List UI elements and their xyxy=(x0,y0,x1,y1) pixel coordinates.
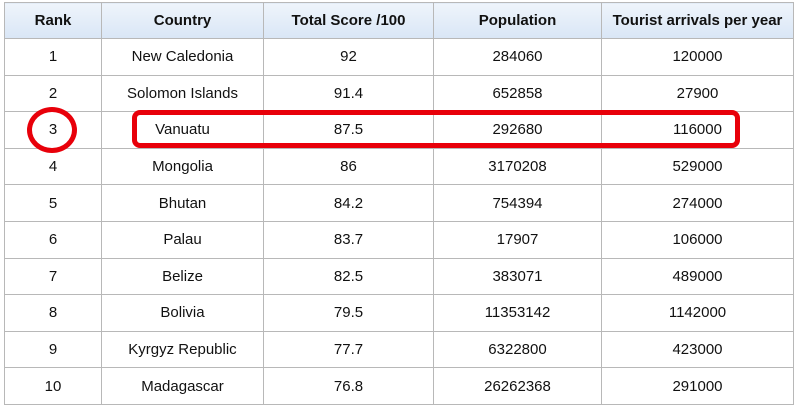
cell-tourist-arrivals: 529000 xyxy=(601,147,794,186)
table-row: 1 New Caledonia 92 284060 120000 xyxy=(4,38,794,76)
cell-population: 652858 xyxy=(433,74,602,113)
cell-population: 26262368 xyxy=(433,367,602,405)
cell-tourist-arrivals: 274000 xyxy=(601,184,794,222)
cell-rank: 10 xyxy=(4,367,102,405)
cell-rank: 1 xyxy=(4,38,102,76)
cell-score: 91.4 xyxy=(263,74,434,113)
table-row: 10 Madagascar 76.8 26262368 291000 xyxy=(4,367,794,405)
cell-tourist-arrivals: 423000 xyxy=(601,330,794,369)
table-row: 6 Palau 83.7 17907 106000 xyxy=(4,220,794,259)
cell-population: 292680 xyxy=(433,111,602,149)
cell-rank: 2 xyxy=(4,74,102,113)
header-population: Population xyxy=(433,2,602,39)
cell-population: 17907 xyxy=(433,220,602,259)
cell-rank: 8 xyxy=(4,294,102,332)
cell-tourist-arrivals: 1142000 xyxy=(601,294,794,332)
cell-score: 82.5 xyxy=(263,257,434,296)
cell-country: Kyrgyz Republic xyxy=(101,330,264,369)
cell-score: 92 xyxy=(263,38,434,76)
cell-rank: 3 xyxy=(4,111,102,149)
cell-country: Vanuatu xyxy=(101,111,264,149)
cell-country: Bhutan xyxy=(101,184,264,222)
cell-country: Mongolia xyxy=(101,147,264,186)
cell-tourist-arrivals: 489000 xyxy=(601,257,794,296)
cell-tourist-arrivals: 27900 xyxy=(601,74,794,113)
cell-score: 76.8 xyxy=(263,367,434,405)
cell-country: Madagascar xyxy=(101,367,264,405)
cell-score: 86 xyxy=(263,147,434,186)
table-row: 7 Belize 82.5 383071 489000 xyxy=(4,257,794,296)
cell-country: New Caledonia xyxy=(101,38,264,76)
cell-population: 383071 xyxy=(433,257,602,296)
cell-tourist-arrivals: 106000 xyxy=(601,220,794,259)
cell-country: Bolivia xyxy=(101,294,264,332)
header-total-score: Total Score /100 xyxy=(263,2,434,39)
cell-rank: 5 xyxy=(4,184,102,222)
cell-tourist-arrivals: 120000 xyxy=(601,38,794,76)
cell-tourist-arrivals: 291000 xyxy=(601,367,794,405)
table-row: 4 Mongolia 86 3170208 529000 xyxy=(4,147,794,186)
cell-rank: 6 xyxy=(4,220,102,259)
table-row: 9 Kyrgyz Republic 77.7 6322800 423000 xyxy=(4,330,794,369)
cell-score: 79.5 xyxy=(263,294,434,332)
cell-rank: 4 xyxy=(4,147,102,186)
table-body: 1 New Caledonia 92 284060 120000 2 Solom… xyxy=(4,38,794,405)
cell-population: 284060 xyxy=(433,38,602,76)
cell-country: Palau xyxy=(101,220,264,259)
cell-population: 6322800 xyxy=(433,330,602,369)
cell-population: 3170208 xyxy=(433,147,602,186)
cell-tourist-arrivals: 116000 xyxy=(601,111,794,149)
header-rank: Rank xyxy=(4,2,102,39)
table-header-row: Rank Country Total Score /100 Population… xyxy=(4,2,794,39)
cell-rank: 9 xyxy=(4,330,102,369)
cell-score: 87.5 xyxy=(263,111,434,149)
header-country: Country xyxy=(101,2,264,39)
ranking-table: Rank Country Total Score /100 Population… xyxy=(4,2,794,405)
table-row: 3 Vanuatu 87.5 292680 116000 xyxy=(4,111,794,149)
cell-country: Solomon Islands xyxy=(101,74,264,113)
cell-country: Belize xyxy=(101,257,264,296)
cell-score: 77.7 xyxy=(263,330,434,369)
cell-score: 84.2 xyxy=(263,184,434,222)
cell-population: 11353142 xyxy=(433,294,602,332)
cell-population: 754394 xyxy=(433,184,602,222)
table-row: 2 Solomon Islands 91.4 652858 27900 xyxy=(4,74,794,113)
table-row: 8 Bolivia 79.5 11353142 1142000 xyxy=(4,294,794,332)
ranking-table-container: Rank Country Total Score /100 Population… xyxy=(4,2,794,405)
table-row: 5 Bhutan 84.2 754394 274000 xyxy=(4,184,794,222)
cell-score: 83.7 xyxy=(263,220,434,259)
header-tourist-arrivals: Tourist arrivals per year xyxy=(601,2,794,39)
cell-rank: 7 xyxy=(4,257,102,296)
